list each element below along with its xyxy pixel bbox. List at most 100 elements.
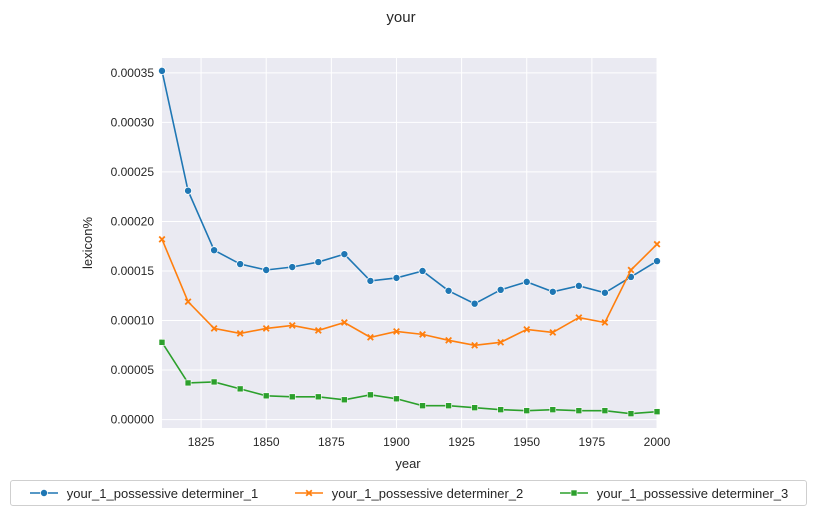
data-point (262, 325, 270, 332)
data-point (236, 329, 244, 337)
chart-legend: your_1_possessive determiner_1 your_1_pos… (10, 480, 807, 506)
data-point (366, 333, 374, 341)
x-tick-label: 1925 (448, 435, 475, 449)
x-tick-label: 1900 (383, 435, 410, 449)
series-2 (158, 235, 661, 349)
data-point (210, 378, 218, 386)
data-point (288, 322, 296, 329)
x-tick-label: 1950 (513, 435, 540, 449)
x-tick-label: 1825 (188, 435, 215, 449)
data-point (367, 391, 374, 399)
data-point (262, 392, 270, 400)
data-point (548, 287, 557, 296)
data-point (315, 393, 322, 401)
x-tick-label: 1875 (318, 435, 345, 449)
legend-item-2: your_1_possessive determiner_2 (294, 485, 524, 501)
x-tick-label: 1975 (579, 435, 606, 449)
data-point (262, 265, 271, 274)
series-1 (157, 66, 662, 308)
legend-marker (305, 489, 313, 497)
y-tick-label: 0.00020 (111, 214, 155, 228)
data-point (522, 277, 531, 286)
data-point (600, 288, 609, 297)
data-point (314, 326, 322, 334)
data-point (184, 298, 192, 306)
data-point (236, 260, 245, 269)
data-point (574, 281, 583, 290)
y-tick-label: 0.00005 (111, 363, 155, 377)
data-point (549, 328, 557, 336)
x-tick-label: 2000 (644, 435, 671, 449)
x-tick-label: 1850 (253, 435, 280, 449)
data-point (523, 325, 531, 333)
data-point (184, 379, 192, 387)
chart-title: your (386, 9, 415, 26)
legend-item-3: your_1_possessive determiner_3 (559, 485, 789, 501)
data-point (210, 325, 218, 332)
data-point (419, 402, 426, 410)
data-point (653, 408, 661, 415)
series-lines (157, 66, 662, 417)
legend-label: your_1_possessive determiner_3 (596, 485, 789, 501)
legend-item-1: your_1_possessive determiner_1 (29, 485, 259, 501)
data-point (549, 406, 557, 413)
data-point (393, 395, 400, 403)
data-point (497, 406, 504, 413)
legend-marker (39, 489, 48, 497)
legend-swatch (294, 489, 323, 497)
data-point (392, 273, 401, 282)
x-tick-labels: 1825 1850 1875 1900 1925 1950 1975 2000 (188, 435, 671, 449)
data-point (627, 410, 635, 417)
y-axis-label: lexicon% (80, 217, 95, 269)
data-point (158, 339, 166, 346)
data-point (288, 263, 297, 272)
data-point (575, 407, 583, 414)
series-line (161, 70, 658, 305)
y-tick-labels: 0.00000 0.00005 0.00010 0.00015 0.00020 0.000… (111, 66, 155, 427)
data-point (158, 235, 166, 243)
data-point (393, 327, 400, 335)
y-tick-label: 0.00015 (111, 264, 155, 278)
y-tick-label: 0.00030 (111, 115, 155, 129)
data-point (471, 404, 478, 411)
data-point (575, 314, 583, 321)
legend-marker (570, 489, 578, 497)
y-tick-label: 0.00035 (111, 66, 155, 80)
y-tick-label: 0.00010 (111, 314, 155, 328)
data-point (627, 266, 635, 274)
data-point (157, 66, 166, 75)
data-point (445, 402, 452, 410)
data-point (340, 250, 349, 259)
data-point (288, 393, 296, 401)
data-point (601, 319, 609, 326)
legend-swatch (29, 489, 58, 497)
data-point (210, 246, 219, 255)
series-line (161, 341, 658, 415)
x-axis-label: year (395, 456, 421, 471)
data-point (340, 319, 348, 326)
data-point (418, 266, 427, 275)
data-point (419, 330, 426, 338)
data-point (341, 396, 348, 404)
data-point (366, 276, 375, 285)
data-point (314, 258, 323, 267)
data-point (497, 338, 505, 346)
data-point (653, 240, 661, 248)
data-point (470, 299, 479, 308)
data-point (496, 285, 505, 294)
data-point (444, 286, 453, 295)
legend-label: your_1_possessive determiner_1 (66, 485, 259, 501)
data-point (653, 257, 662, 266)
data-point (184, 186, 193, 195)
data-point (523, 407, 531, 414)
y-tick-label: 0.00025 (111, 165, 155, 179)
y-tick-label: 0.00000 (111, 413, 155, 427)
grid-lines (162, 58, 658, 428)
legend-swatch (559, 489, 588, 497)
data-point (445, 336, 453, 344)
legend-label: your_1_possessive determiner_2 (331, 485, 524, 501)
plot-area (162, 58, 657, 428)
data-point (236, 385, 244, 393)
data-point (601, 407, 609, 414)
